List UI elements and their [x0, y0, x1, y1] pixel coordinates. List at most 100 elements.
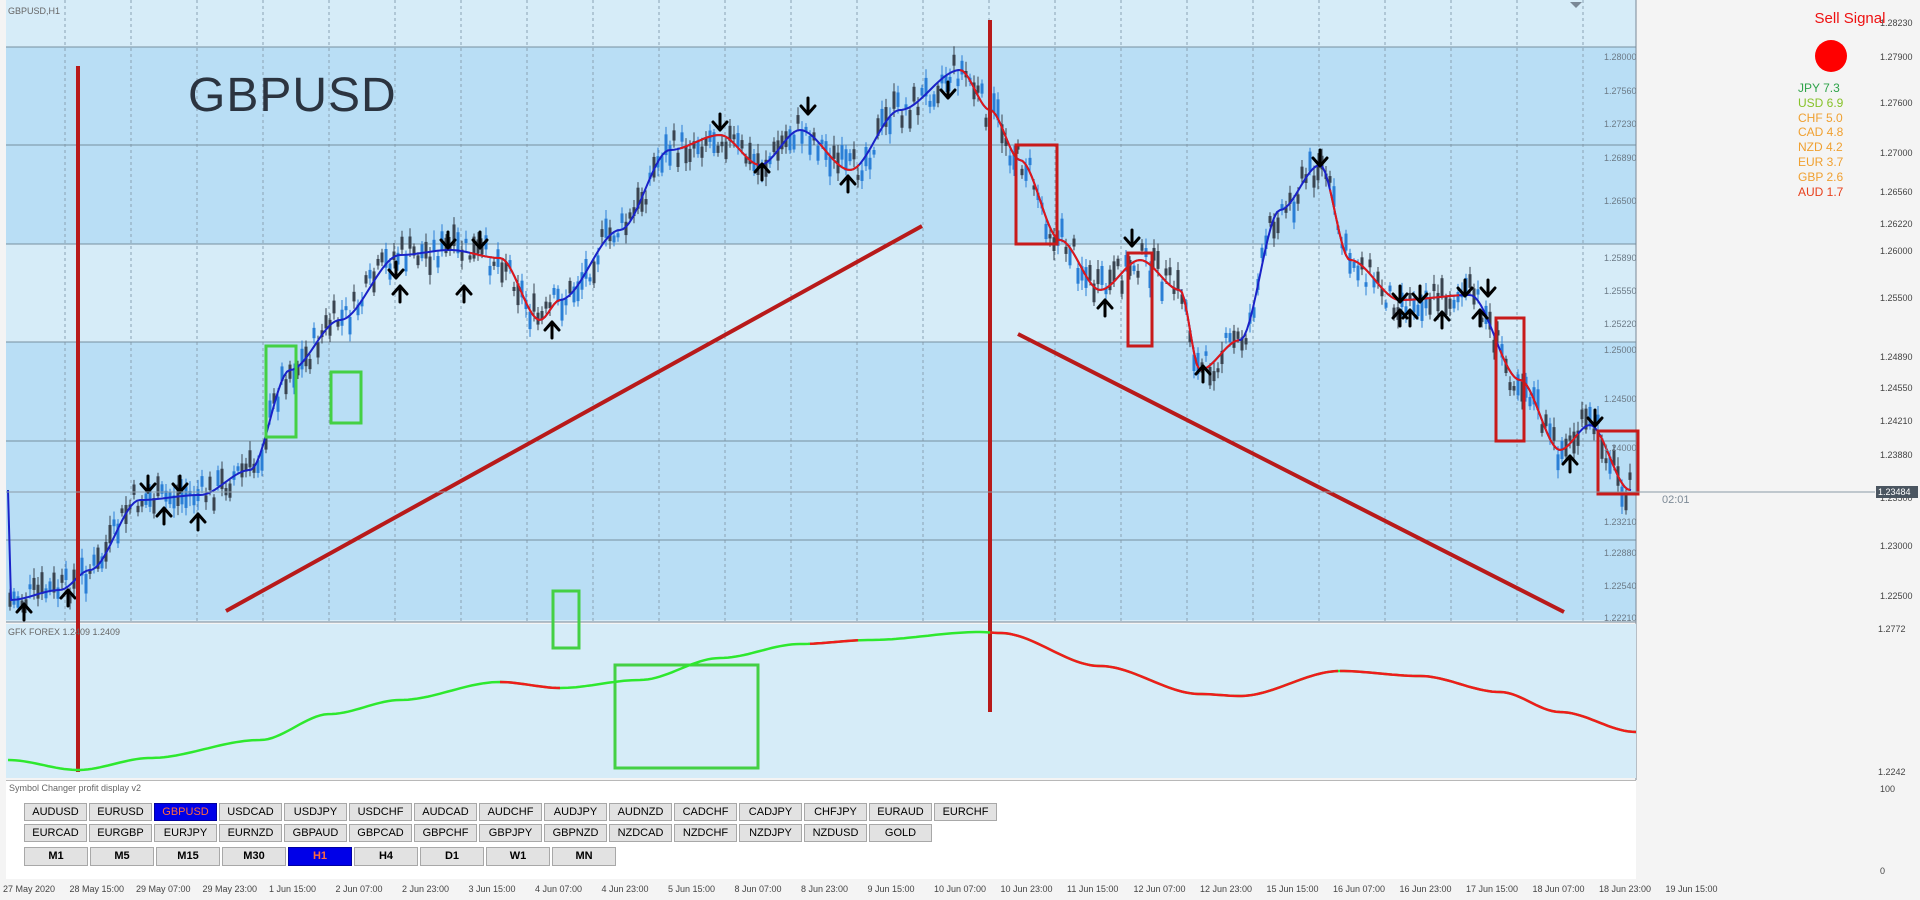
- symbol-gbpaud-button[interactable]: GBPAUD: [284, 824, 347, 842]
- candle-body: [268, 400, 272, 418]
- candle-body: [1288, 192, 1292, 204]
- candle-body: [816, 145, 820, 161]
- candle-body: [1376, 271, 1380, 285]
- time-axis-label: 3 Jun 15:00: [469, 884, 516, 894]
- symbol-chfjpy-button[interactable]: CHFJPY: [804, 803, 867, 821]
- symbol-audchf-button[interactable]: AUDCHF: [479, 803, 542, 821]
- candle-body: [32, 577, 36, 590]
- ma-bearish-segment: [469, 251, 561, 321]
- symbol-usdcad-button[interactable]: USDCAD: [219, 803, 282, 821]
- candle-body: [492, 261, 496, 266]
- symbol-audjpy-button[interactable]: AUDJPY: [544, 803, 607, 821]
- symbol-nzdcad-button[interactable]: NZDCAD: [609, 824, 672, 842]
- symbol-cadchf-button[interactable]: CADCHF: [674, 803, 737, 821]
- symbol-nzdusd-button[interactable]: NZDUSD: [804, 824, 867, 842]
- timeframe-m30-button[interactable]: M30: [222, 847, 286, 866]
- candle-body: [1092, 283, 1096, 303]
- time-axis-label: 28 May 15:00: [70, 884, 125, 894]
- candle-body: [684, 145, 688, 164]
- candle-body: [676, 152, 680, 167]
- candle-body: [548, 302, 552, 309]
- candle-body: [1180, 294, 1184, 304]
- timeframe-d1-button[interactable]: D1: [420, 847, 484, 866]
- symbol-cadjpy-button[interactable]: CADJPY: [739, 803, 802, 821]
- candle-body: [716, 145, 720, 153]
- symbol-gbpjpy-button[interactable]: GBPJPY: [479, 824, 542, 842]
- symbol-audusd-button[interactable]: AUDUSD: [24, 803, 87, 821]
- candle-body: [856, 175, 860, 180]
- symbol-audnzd-button[interactable]: AUDNZD: [609, 803, 672, 821]
- time-axis-label: 10 Jun 07:00: [934, 884, 986, 894]
- candle-body: [1356, 265, 1360, 281]
- candle-body: [1512, 386, 1516, 391]
- candle-body: [1468, 274, 1472, 288]
- timeframe-h4-button[interactable]: H4: [354, 847, 418, 866]
- currency-strength-row: AUD 1.7: [1798, 185, 1843, 200]
- symbol-nzdchf-button[interactable]: NZDCHF: [674, 824, 737, 842]
- symbol-watermark: GBPUSD: [188, 69, 397, 122]
- candle-body: [664, 134, 668, 156]
- candle-body: [932, 94, 936, 107]
- candle-body: [712, 132, 716, 153]
- arrow-stroke: [939, 80, 957, 100]
- timeframe-mn-button[interactable]: MN: [552, 847, 616, 866]
- timeframe-m15-button[interactable]: M15: [156, 847, 220, 866]
- candle-body: [1588, 406, 1592, 425]
- symbol-eurcad-button[interactable]: EURCAD: [24, 824, 87, 842]
- candle-body: [1592, 428, 1596, 435]
- timeframe-h1-button[interactable]: H1: [288, 847, 352, 866]
- candle-body: [960, 60, 964, 75]
- symbol-gold-button[interactable]: GOLD: [869, 824, 932, 842]
- symbol-gbpusd-button[interactable]: GBPUSD: [154, 803, 217, 821]
- candle-body: [228, 483, 232, 498]
- trend-lines: [76, 20, 1565, 772]
- symbol-eurgbp-button[interactable]: EURGBP: [89, 824, 152, 842]
- candle-body: [1576, 430, 1580, 446]
- symbol-changer-panel: Symbol Changer profit display v2 AUDUSD E…: [6, 780, 1636, 879]
- candle-body: [1068, 248, 1072, 266]
- currency-strength-row: USD 6.9: [1798, 96, 1843, 111]
- symbol-gbpnzd-button[interactable]: GBPNZD: [544, 824, 607, 842]
- arrow-stroke: [455, 284, 473, 304]
- symbol-eurchf-button[interactable]: EURCHF: [934, 803, 997, 821]
- currency-name: EUR: [1798, 154, 1824, 169]
- symbol-euraud-button[interactable]: EURAUD: [869, 803, 932, 821]
- bearish-signal-box: [1126, 251, 1154, 348]
- price-axis-label: 1.23880: [1880, 450, 1913, 460]
- symbol-eurusd-button[interactable]: EURUSD: [89, 803, 152, 821]
- up-arrow-icon: [189, 512, 207, 532]
- candle-body: [1164, 268, 1168, 276]
- time-axis-label: 11 Jun 15:00: [1067, 884, 1118, 894]
- candle-body: [312, 327, 316, 339]
- timeframe-w1-button[interactable]: W1: [486, 847, 550, 866]
- price-band: [6, 441, 1636, 540]
- symbol-usdchf-button[interactable]: USDCHF: [349, 803, 412, 821]
- symbol-gbpcad-button[interactable]: GBPCAD: [349, 824, 412, 842]
- symbol-eurjpy-button[interactable]: EURJPY: [154, 824, 217, 842]
- candle-body: [1312, 175, 1316, 188]
- candle-body: [1524, 376, 1528, 398]
- arrow-stroke: [1096, 298, 1114, 318]
- currency-strength-row: GBP 2.6: [1798, 170, 1843, 185]
- arrow-stroke: [543, 320, 561, 340]
- timeframe-m5-button[interactable]: M5: [90, 847, 154, 866]
- price-axis-label: 1.22540: [1604, 581, 1637, 591]
- symbol-eurnzd-button[interactable]: EURNZD: [219, 824, 282, 842]
- price-axis-label: 1.25000: [1604, 345, 1637, 355]
- timeframe-m1-button[interactable]: M1: [24, 847, 88, 866]
- symbol-audcad-button[interactable]: AUDCAD: [414, 803, 477, 821]
- symbol-gbpchf-button[interactable]: GBPCHF: [414, 824, 477, 842]
- candle-body: [84, 574, 88, 594]
- arrow-stroke: [1311, 148, 1329, 168]
- candle-body: [1404, 306, 1408, 314]
- candle-body: [1156, 251, 1160, 269]
- symbol-nzdjpy-button[interactable]: NZDJPY: [739, 824, 802, 842]
- candle-body: [156, 476, 160, 497]
- up-arrow-icon: [1401, 308, 1419, 328]
- arrow-stroke: [839, 174, 857, 194]
- symbol-usdjpy-button[interactable]: USDJPY: [284, 803, 347, 821]
- candle-body: [1076, 267, 1080, 284]
- candle-body: [280, 366, 284, 381]
- chart-shift-marker[interactable]: [1570, 2, 1582, 8]
